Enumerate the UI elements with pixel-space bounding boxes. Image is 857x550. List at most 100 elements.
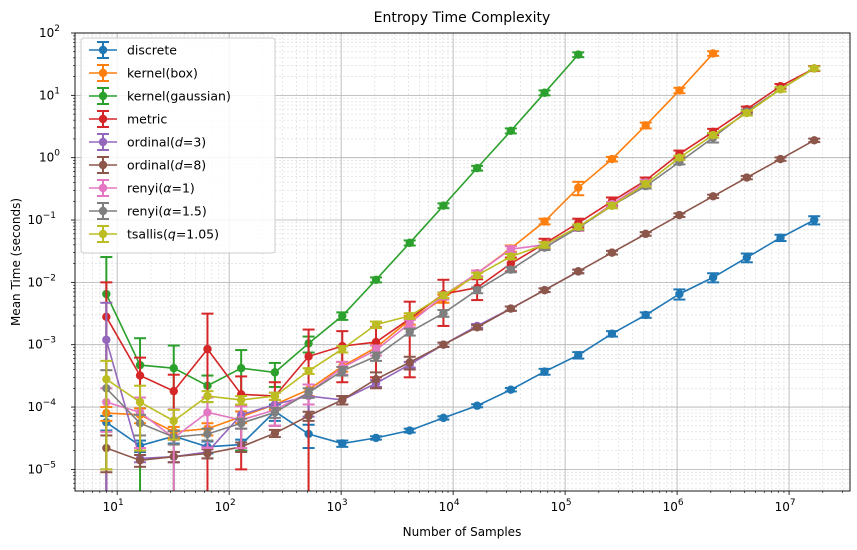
data-point bbox=[270, 368, 280, 377]
data-point bbox=[371, 320, 381, 329]
data-point bbox=[102, 374, 111, 384]
data-point bbox=[708, 273, 718, 282]
legend-label: ordinal(d=3) bbox=[127, 135, 206, 150]
data-point bbox=[405, 358, 414, 367]
data-point bbox=[338, 344, 347, 354]
legend-handle bbox=[89, 110, 117, 128]
data-point bbox=[675, 153, 684, 162]
axis-ticks: 101 102 103 104 105 106 107 10−5 10−4 10−3 10−2 10−… bbox=[27, 24, 843, 514]
y-tick-label: 10−4 bbox=[27, 398, 56, 414]
data-point bbox=[607, 329, 617, 338]
data-point bbox=[540, 88, 549, 97]
data-point bbox=[169, 386, 178, 396]
legend-marker bbox=[98, 68, 108, 78]
series-line bbox=[105, 67, 815, 438]
data-point bbox=[708, 49, 718, 58]
data-point bbox=[371, 352, 381, 361]
data-point bbox=[169, 363, 178, 373]
data-point bbox=[607, 248, 617, 257]
legend-label: discrete bbox=[127, 43, 177, 58]
legend-handle bbox=[89, 87, 117, 105]
data-point bbox=[641, 121, 650, 130]
legend-label: renyi(α=1) bbox=[127, 181, 195, 196]
data-point bbox=[675, 289, 684, 299]
data-point bbox=[607, 201, 617, 210]
legend-label: kernel(box) bbox=[127, 66, 198, 81]
x-tick-label: 104 bbox=[439, 498, 460, 514]
series-line bbox=[106, 139, 815, 462]
y-tick-label: 101 bbox=[39, 86, 60, 102]
data-point bbox=[472, 271, 482, 280]
x-tick-label: 105 bbox=[551, 498, 572, 514]
data-point bbox=[304, 352, 313, 361]
x-axis-label: Number of Samples bbox=[403, 525, 522, 539]
data-point bbox=[506, 245, 516, 254]
legend-marker bbox=[98, 206, 108, 216]
legend-handle bbox=[89, 133, 117, 151]
data-point bbox=[540, 217, 549, 226]
data-point bbox=[641, 179, 650, 189]
data-point bbox=[540, 285, 549, 295]
data-point bbox=[506, 265, 516, 274]
data-point bbox=[371, 337, 381, 347]
data-point bbox=[304, 388, 313, 397]
data-point bbox=[708, 130, 718, 140]
legend-label: renyi(α=1.5) bbox=[127, 204, 207, 219]
y-tick-label: 102 bbox=[39, 24, 60, 40]
legend-label: kernel(gaussian) bbox=[127, 89, 231, 104]
legend-label: ordinal(d=8) bbox=[127, 158, 206, 173]
y-axis-label: Mean Time (seconds) bbox=[9, 198, 23, 326]
data-point bbox=[203, 391, 212, 401]
data-point bbox=[135, 456, 145, 465]
data-point bbox=[574, 50, 583, 59]
data-point bbox=[405, 426, 414, 435]
data-point bbox=[338, 311, 347, 321]
data-point bbox=[810, 215, 819, 225]
x-tick-label: 106 bbox=[663, 498, 684, 514]
data-point bbox=[742, 173, 752, 182]
data-point bbox=[304, 366, 313, 376]
data-point bbox=[439, 340, 448, 349]
data-point bbox=[641, 229, 650, 239]
data-point bbox=[607, 154, 617, 164]
data-point bbox=[708, 192, 718, 201]
data-point bbox=[270, 391, 280, 401]
legend-marker bbox=[98, 137, 108, 147]
legend-marker bbox=[98, 229, 108, 239]
axes-frame bbox=[74, 32, 851, 492]
series-line bbox=[105, 67, 815, 422]
legend-label: tsallis(q=1.05) bbox=[127, 227, 219, 242]
legend-marker bbox=[98, 183, 108, 193]
legend-box bbox=[80, 37, 276, 254]
series-layer bbox=[100, 49, 821, 491]
data-point bbox=[472, 163, 482, 173]
data-point bbox=[472, 323, 482, 332]
data-point bbox=[506, 126, 516, 135]
legend-handle bbox=[89, 41, 117, 59]
data-point bbox=[102, 335, 111, 344]
legend-marker bbox=[98, 114, 108, 124]
data-point bbox=[472, 401, 482, 410]
data-point bbox=[236, 395, 246, 405]
data-point bbox=[776, 233, 785, 242]
data-point bbox=[776, 85, 785, 94]
data-point bbox=[439, 413, 448, 423]
data-point bbox=[270, 429, 280, 438]
data-point bbox=[574, 183, 583, 192]
data-point bbox=[236, 363, 246, 373]
data-point bbox=[371, 275, 381, 284]
data-point bbox=[405, 319, 414, 328]
legend-label: metric bbox=[127, 112, 167, 127]
y-tick-label: 10−5 bbox=[27, 460, 56, 476]
data-point bbox=[405, 238, 414, 248]
x-tick-label: 103 bbox=[327, 498, 348, 514]
y-tick-label: 10−3 bbox=[27, 336, 56, 352]
data-point bbox=[641, 310, 650, 320]
data-point bbox=[506, 259, 516, 268]
chart-title: Entropy Time Complexity bbox=[374, 10, 551, 26]
data-point bbox=[135, 397, 145, 407]
legend-handle bbox=[89, 156, 117, 174]
data-point bbox=[439, 201, 448, 210]
data-point bbox=[439, 291, 448, 300]
data-point bbox=[203, 429, 212, 439]
